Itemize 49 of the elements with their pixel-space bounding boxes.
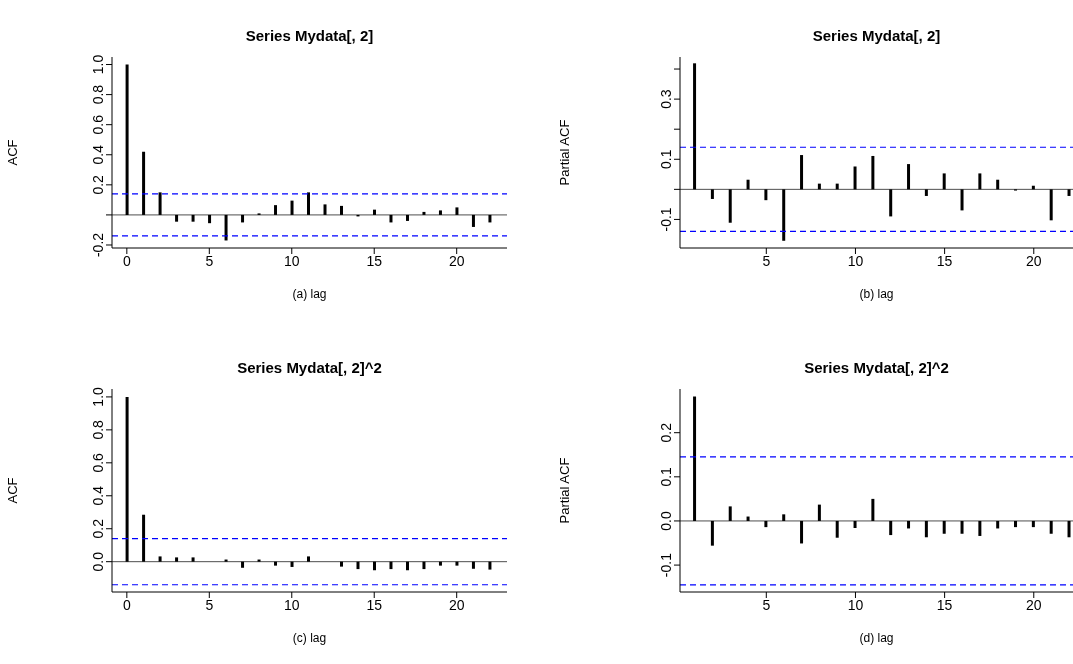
x-tick-label: 5 — [762, 252, 771, 269]
y-tick-label: 0.8 — [89, 84, 106, 105]
y-tick-label: 1.0 — [89, 54, 106, 75]
x-tick-label: 15 — [936, 596, 953, 613]
y-tick-label: 0.6 — [89, 114, 106, 135]
y-tick-label: 0.4 — [89, 144, 106, 165]
x-tick-label: 5 — [205, 596, 214, 613]
x-axis-title: (c) lag — [292, 631, 327, 645]
x-tick-label: 20 — [1025, 252, 1042, 269]
y-axis-title: Partial ACF — [556, 457, 572, 524]
x-tick-label: 0 — [122, 596, 131, 613]
y-tick-label: -0.2 — [89, 232, 106, 258]
y-tick-label: 0.0 — [89, 551, 106, 572]
y-tick-label: 0.2 — [657, 422, 674, 443]
y-tick-label: 0.3 — [657, 89, 674, 109]
x-tick-label: 10 — [283, 596, 300, 613]
y-tick-label: 0.8 — [89, 419, 106, 440]
x-axis-title: (a) lag — [292, 287, 327, 301]
y-axis-title: ACF — [4, 139, 20, 166]
x-tick-label: 15 — [366, 252, 383, 269]
chart-title: Series Mydata[, 2]^2 — [236, 359, 383, 376]
chart-title: Series Mydata[, 2] — [244, 27, 375, 44]
y-tick-label: 0.6 — [89, 452, 106, 473]
y-tick-label: 0.0 — [657, 511, 674, 531]
y-tick-label: -0.1 — [657, 207, 674, 232]
x-tick-label: 10 — [847, 252, 864, 269]
x-tick-label: 10 — [283, 252, 300, 269]
x-tick-label: 10 — [847, 596, 864, 613]
y-axis-title: ACF — [4, 477, 20, 504]
x-tick-label: 5 — [205, 252, 214, 269]
y-tick-label: -0.1 — [657, 552, 674, 578]
x-tick-label: 15 — [366, 596, 383, 613]
x-tick-label: 20 — [448, 596, 465, 613]
x-axis-title: (d) lag — [859, 631, 894, 645]
x-axis-title: (b) lag — [859, 287, 894, 301]
y-tick-label: 1.0 — [89, 386, 106, 407]
x-tick-label: 5 — [762, 596, 771, 613]
x-tick-label: 15 — [936, 252, 953, 269]
x-tick-label: 20 — [448, 252, 465, 269]
y-axis-title: Partial ACF — [556, 119, 572, 186]
y-tick-label: 0.1 — [657, 466, 674, 487]
y-tick-label: 0.2 — [89, 518, 106, 539]
chart-title: Series Mydata[, 2] — [811, 27, 942, 44]
x-tick-label: 0 — [122, 252, 131, 269]
y-tick-label: 0.1 — [657, 149, 674, 169]
chart-title: Series Mydata[, 2]^2 — [803, 359, 950, 376]
y-tick-label: 0.2 — [89, 174, 106, 195]
x-tick-label: 20 — [1025, 596, 1042, 613]
y-tick-label: 0.4 — [89, 485, 106, 506]
